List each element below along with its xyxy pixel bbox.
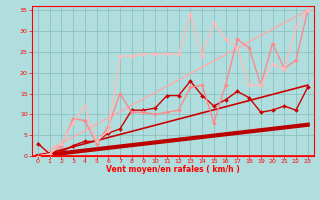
X-axis label: Vent moyen/en rafales ( km/h ): Vent moyen/en rafales ( km/h ) bbox=[106, 165, 240, 174]
